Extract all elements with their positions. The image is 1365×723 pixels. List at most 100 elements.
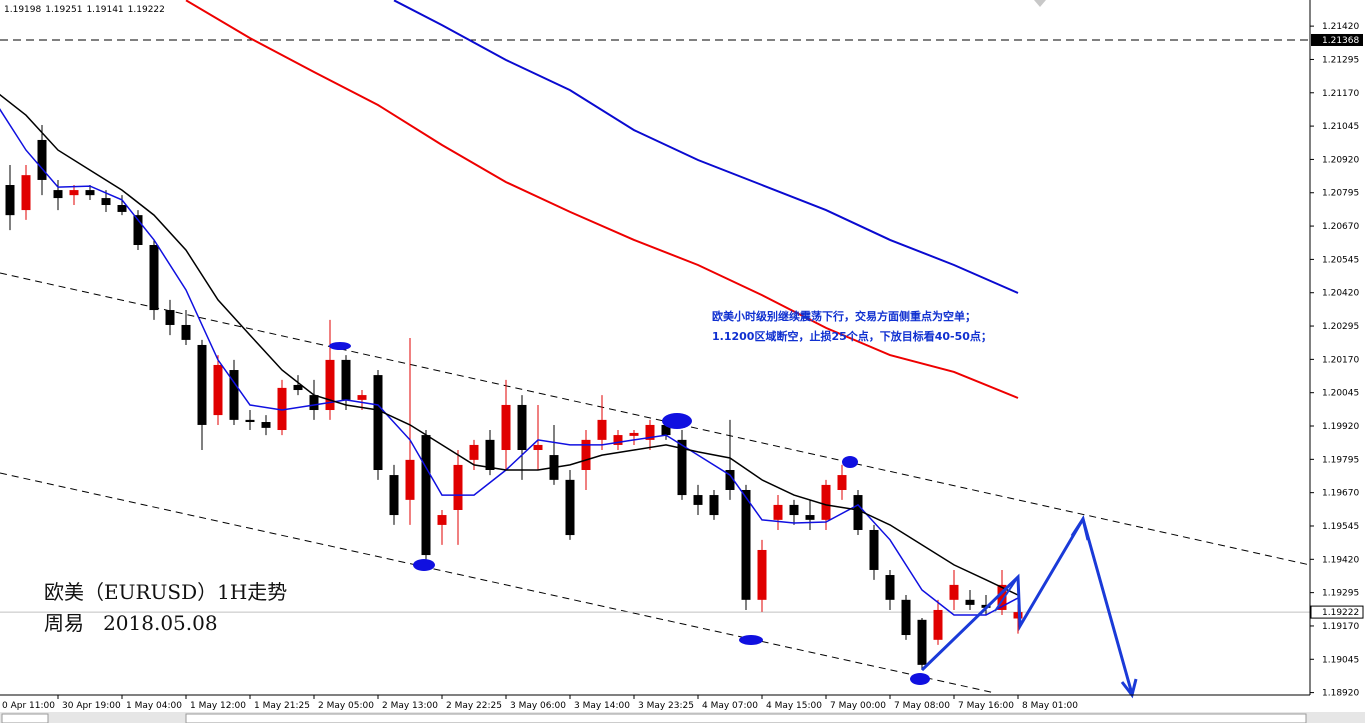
candle-body (853, 495, 863, 530)
candle-body (901, 599, 911, 636)
candle-body (613, 435, 623, 445)
x-tick-label: 7 May 16:00 (958, 701, 1014, 711)
y-tick-label: 1.20170 (1322, 355, 1359, 365)
candle-body (405, 459, 415, 500)
candle-body (629, 432, 639, 436)
indicator-line (185, 0, 1019, 399)
channel-lower (0, 472, 996, 694)
annotation: 1.1200区域断空，止损25个点，下放目标看40-50点； (712, 329, 992, 343)
candle-body (101, 198, 111, 206)
x-tick-label: 0 Apr 11:00 (2, 701, 55, 711)
candle-body (949, 584, 959, 600)
candle-body (533, 444, 543, 451)
y-tick-label: 1.18920 (1322, 689, 1359, 699)
candle-body (165, 310, 175, 325)
x-tick-label: 2 May 05:00 (318, 701, 374, 711)
arrow-head (1007, 574, 1019, 590)
candle-body (469, 444, 479, 460)
candle-body (149, 244, 159, 311)
candle-body (773, 504, 783, 520)
candle-body (965, 599, 975, 605)
candle-body (709, 495, 719, 516)
y-tick-label: 1.19420 (1322, 555, 1359, 565)
bid-label-box (1310, 605, 1364, 619)
candle-body (837, 475, 847, 490)
candle-body (229, 370, 239, 420)
ohlc-value: 1.19141 (86, 5, 123, 15)
y-tick-label: 1.20545 (1322, 255, 1359, 265)
y-tick-label: 1.19795 (1322, 455, 1359, 465)
candle-body (517, 404, 527, 451)
x-tick-label: 2 May 22:25 (446, 701, 502, 711)
candle-body (197, 344, 207, 425)
level-label: 1.21368 (1322, 36, 1359, 46)
candle-body (597, 419, 607, 440)
bid-label: 1.19222 (1322, 608, 1359, 618)
candle-body (805, 515, 815, 520)
candle-body (757, 549, 767, 600)
candle-body (85, 190, 95, 196)
forecast-path (994, 576, 1019, 612)
candle-body (21, 175, 31, 211)
x-tick-label: 1 May 04:00 (126, 701, 182, 711)
watermark: 周易 2018.05.08 (44, 611, 218, 635)
x-tick-label: 3 May 14:00 (574, 701, 630, 711)
candle-body (309, 395, 319, 411)
plot-area (0, 39, 1311, 694)
ohlc-value: 1.19251 (45, 5, 82, 15)
candle-body (261, 422, 271, 428)
candle-body (389, 475, 399, 516)
watermark: 欧美（EURUSD）1H走势 (44, 580, 287, 604)
candle-body (821, 484, 831, 520)
tab[interactable] (1, 713, 49, 723)
candle-body (37, 139, 47, 180)
drawings: 欧美小时级别继续震荡下行，交易方面侧重点为空单； 1.1200区域断空，止损25… (44, 0, 1138, 699)
candle-body (885, 575, 895, 600)
candle-body (453, 464, 463, 510)
candle-body (645, 424, 655, 440)
x-tick-label: 2 May 13:00 (382, 701, 438, 711)
candle-body (213, 364, 223, 416)
y-tick-label: 1.19545 (1322, 522, 1359, 532)
candle-body (277, 387, 287, 431)
candle-body (693, 495, 703, 505)
y-tick-label: 1.21420 (1322, 22, 1359, 32)
scrollbar[interactable] (185, 713, 1307, 723)
candle-body (325, 359, 335, 411)
x-tick-label: 3 May 06:00 (510, 701, 566, 711)
x-tick-label: 1 May 21:25 (254, 701, 310, 711)
candle-body (373, 375, 383, 470)
candle-body (341, 359, 351, 400)
y-tick-label: 1.19670 (1322, 489, 1359, 499)
shift-marker (1034, 0, 1046, 7)
ohlc-info: 1.19198 1.19251 1.19141 1.19222 (4, 5, 165, 15)
y-tick-label: 1.21295 (1322, 55, 1359, 65)
marker (842, 456, 858, 468)
y-tick-label: 1.20420 (1322, 289, 1359, 299)
x-tick-label: 8 May 01:00 (1022, 701, 1078, 711)
x-tick-label: 4 May 07:00 (702, 701, 758, 711)
y-tick-label: 1.19295 (1322, 589, 1359, 599)
y-tick-label: 1.20920 (1322, 155, 1359, 165)
y-tick-label: 1.20670 (1322, 222, 1359, 232)
marker (413, 559, 435, 571)
candle-body (789, 504, 799, 516)
indicator-line (0, 93, 1019, 596)
candle-body (1013, 612, 1023, 619)
ohlc-value: 1.19198 (4, 5, 41, 15)
candle-body (581, 439, 591, 470)
candle-body (357, 395, 367, 400)
candle-body (53, 190, 63, 199)
arrow-head (1070, 515, 1090, 541)
candle-body (421, 435, 431, 556)
marks (0, 0, 1023, 670)
indicator-line (393, 0, 1019, 294)
marker (662, 413, 692, 429)
y-tick-label: 1.20795 (1322, 189, 1359, 199)
candle-body (725, 469, 735, 490)
candle-body (501, 404, 511, 451)
y-tick-label: 1.20045 (1322, 389, 1359, 399)
x-tick-label: 1 May 12:00 (190, 701, 246, 711)
